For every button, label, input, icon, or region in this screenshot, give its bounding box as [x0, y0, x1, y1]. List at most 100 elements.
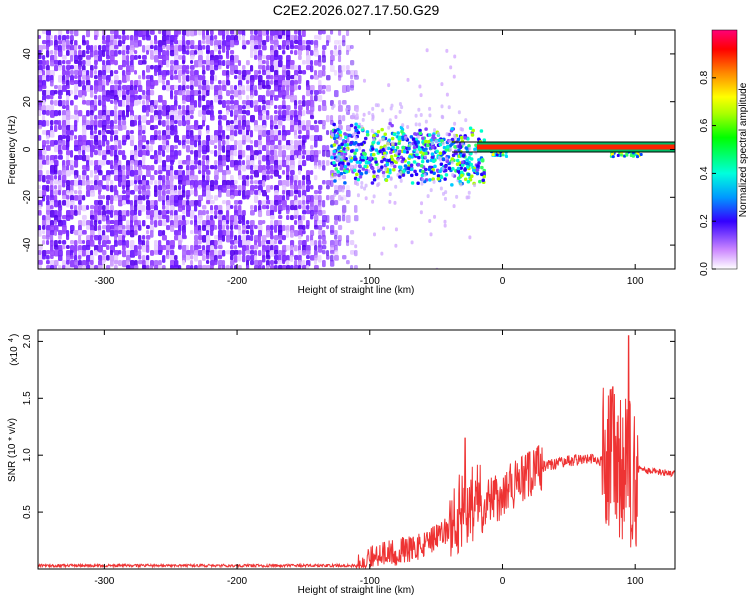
heatmap-cell: [306, 65, 311, 71]
heatmap-cell: [286, 85, 290, 92]
heatmap-cell: [134, 185, 139, 192]
heatmap-cell: [206, 30, 210, 36]
heatmap-cell: [202, 205, 207, 210]
heatmap-cell: [274, 80, 279, 87]
heatmap-cell: [318, 135, 323, 142]
heatmap-cell: [86, 185, 91, 191]
y-tick-label: -40: [22, 237, 33, 252]
heatmap-cell: [98, 190, 102, 195]
heatmap-cell: [178, 220, 183, 226]
heatmap-cell: [443, 196, 447, 201]
heatmap-cell: [278, 260, 282, 265]
heatmap-cell: [294, 100, 298, 107]
heatmap-cell: [50, 230, 55, 236]
heatmap-cell: [350, 250, 355, 255]
heatmap-cell: [463, 168, 467, 172]
heatmap-cell: [376, 175, 380, 180]
heatmap-cell: [50, 60, 55, 67]
heatmap-cell: [424, 119, 428, 124]
heatmap-cell: [310, 150, 315, 157]
heatmap-cell: [62, 110, 67, 116]
spectrogram-y-label: Frequency (Hz): [7, 116, 18, 185]
heatmap-cell: [450, 183, 454, 187]
heatmap-cell: [270, 240, 275, 246]
heatmap-cell: [130, 135, 135, 142]
heatmap-cell: [94, 95, 98, 100]
heatmap-cell: [262, 205, 267, 210]
signal-band-inner: [477, 144, 675, 150]
heatmap-cell: [394, 227, 398, 232]
heatmap-cell: [126, 170, 131, 176]
heatmap-cell: [38, 165, 43, 170]
heatmap-cell: [359, 171, 363, 176]
heatmap-cell: [214, 170, 219, 176]
heatmap-cell: [246, 160, 251, 166]
snr-line: [38, 335, 675, 569]
heatmap-cell: [310, 230, 315, 237]
heatmap-cell: [354, 244, 358, 249]
heatmap-cell: [94, 150, 98, 156]
heatmap-cell: [286, 265, 291, 269]
heatmap-cell: [282, 30, 286, 37]
heatmap-cell: [298, 185, 302, 190]
heatmap-cell: [166, 175, 170, 181]
heatmap-cell: [94, 130, 98, 135]
heatmap-cell: [326, 75, 331, 81]
heatmap-cell: [82, 85, 86, 91]
heatmap-cell: [54, 175, 58, 180]
heatmap-cell: [74, 195, 79, 201]
heatmap-cell: [210, 265, 214, 269]
heatmap-cell: [413, 169, 417, 174]
x-tick-label: -200: [227, 276, 247, 287]
heatmap-cell: [226, 200, 231, 207]
heatmap-cell: [114, 50, 118, 57]
heatmap-cell: [94, 200, 99, 206]
heatmap-cell: [350, 80, 355, 88]
heatmap-cell: [38, 60, 43, 65]
heatmap-cell: [74, 50, 78, 57]
heatmap-cell: [310, 95, 314, 102]
heatmap-cell: [178, 120, 182, 127]
heatmap-cell: [318, 150, 322, 155]
heatmap-cell: [282, 195, 286, 202]
heatmap-cell: [194, 230, 199, 235]
heatmap-cell: [258, 160, 262, 166]
heatmap-cell: [436, 177, 441, 181]
heatmap-cell: [445, 92, 449, 97]
heatmap-cell: [158, 65, 162, 71]
heatmap-cell: [94, 220, 98, 226]
heatmap-cell: [110, 255, 115, 262]
heatmap-cell: [322, 150, 326, 157]
heatmap-cell: [90, 50, 94, 58]
heatmap-cell: [202, 110, 207, 115]
heatmap-cell: [66, 200, 70, 208]
heatmap-cell: [230, 240, 235, 245]
heatmap-cell: [290, 125, 295, 132]
heatmap-cell: [384, 178, 389, 182]
heatmap-cell: [290, 265, 294, 269]
heatmap-cell: [302, 175, 306, 181]
heatmap-cell: [42, 255, 46, 260]
heatmap-cell: [234, 65, 238, 72]
heatmap-cell: [266, 155, 270, 162]
heatmap-cell: [218, 260, 223, 267]
heatmap-cell: [360, 125, 364, 130]
heatmap-cell: [447, 105, 451, 110]
heatmap-cell: [246, 95, 250, 100]
heatmap-cell: [142, 35, 146, 41]
heatmap-cell: [194, 155, 198, 161]
heatmap-cell: [395, 145, 400, 150]
snr-x-axis: -300 -200 -100 0 100: [94, 330, 644, 587]
heatmap-cell: [250, 175, 254, 180]
heatmap-cell: [214, 180, 219, 186]
heatmap-cell: [334, 200, 339, 206]
heatmap-cell: [146, 140, 150, 145]
heatmap-cell: [150, 115, 154, 123]
heatmap-cell: [54, 90, 58, 95]
heatmap-cell: [102, 120, 107, 127]
heatmap-cell: [314, 245, 318, 251]
heatmap-cell: [186, 30, 190, 37]
heatmap-cell: [210, 135, 214, 141]
heatmap-cell: [206, 145, 210, 153]
